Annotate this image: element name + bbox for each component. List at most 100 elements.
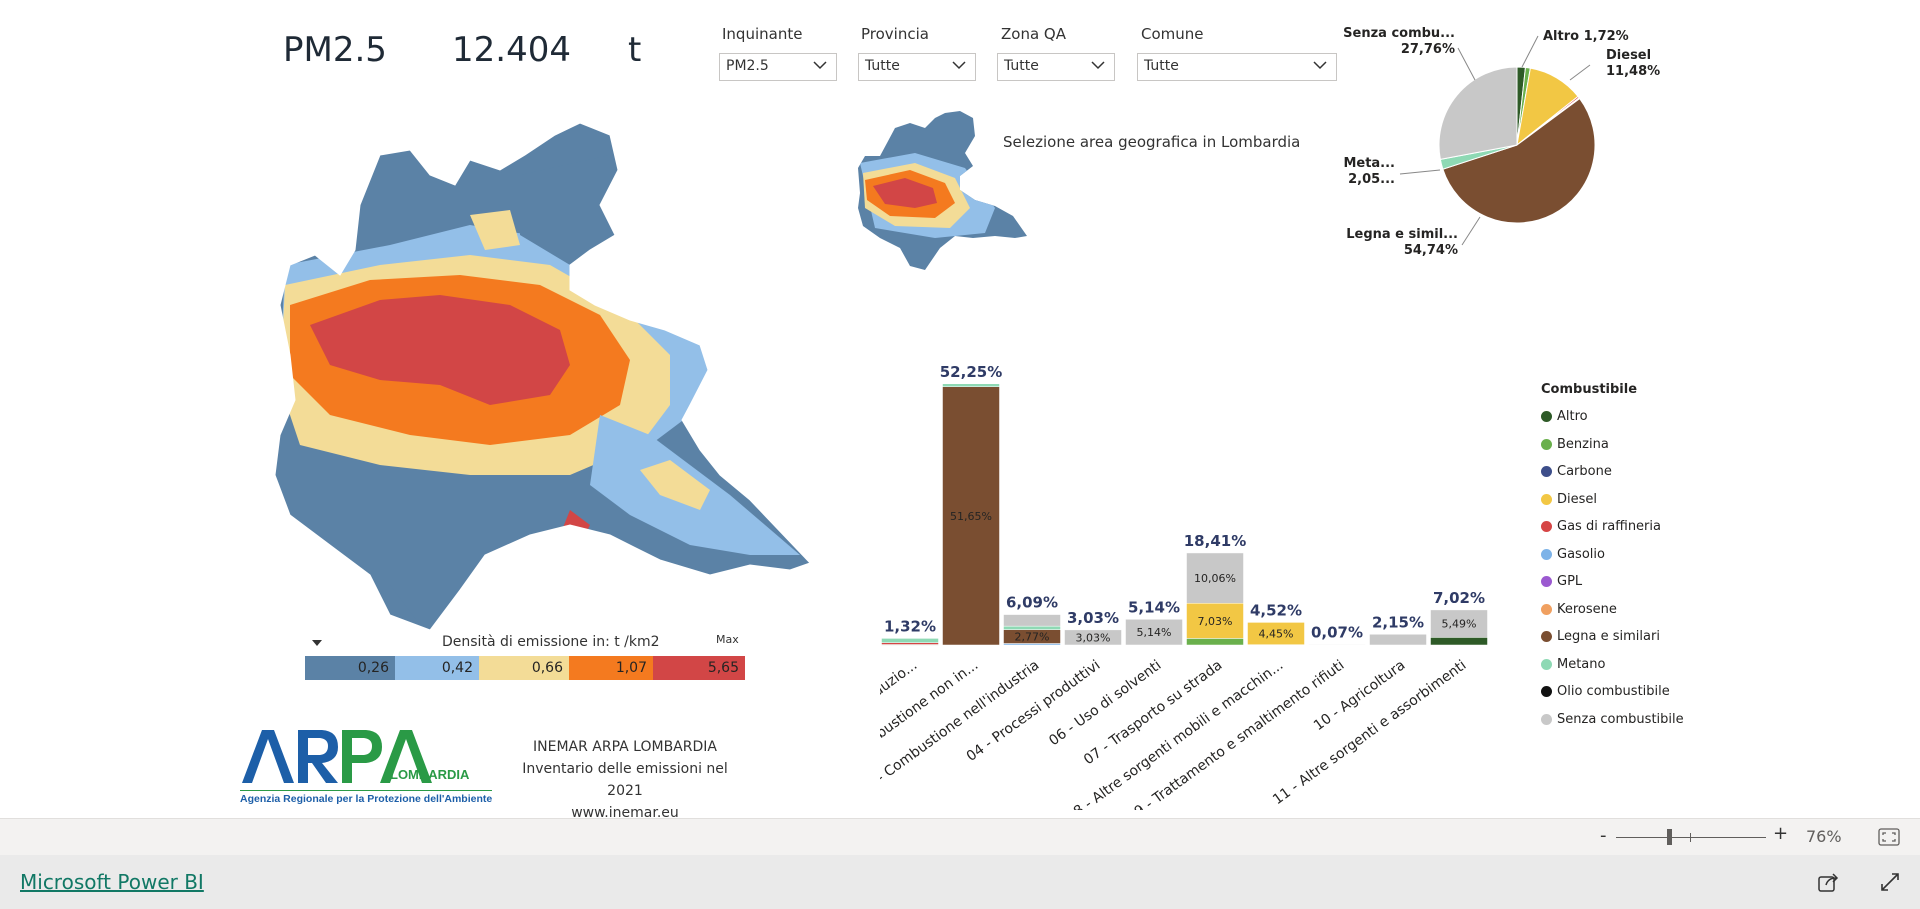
- legend-label: Senza combustibile: [1557, 711, 1684, 727]
- bar-segment[interactable]: [881, 642, 939, 645]
- legend-label: GPL: [1557, 574, 1583, 590]
- legend-swatch: [1541, 658, 1552, 670]
- legend-item[interactable]: Legna e similari: [1541, 623, 1701, 651]
- slicer-provincia[interactable]: Tutte: [858, 53, 976, 81]
- legend-item[interactable]: Gasolio: [1541, 541, 1701, 569]
- bar-segment[interactable]: [1186, 603, 1244, 639]
- zoom-bar: - + 76%: [0, 818, 1920, 856]
- bar-segment[interactable]: [1186, 638, 1244, 646]
- bar-segment[interactable]: [1003, 614, 1061, 627]
- legend-item[interactable]: Kerosene: [1541, 596, 1701, 624]
- bar-total-label: 4,52%: [1250, 601, 1302, 619]
- legend-swatch: [1541, 411, 1552, 423]
- legend-swatch: [1541, 493, 1552, 505]
- legend-swatch: [1541, 713, 1552, 725]
- slicer-label-zona-qa: Zona QA: [1001, 25, 1066, 43]
- legend-item[interactable]: Carbone: [1541, 458, 1701, 486]
- zoom-level: 76%: [1806, 827, 1842, 846]
- slicer-inquinante[interactable]: PM2.5: [719, 53, 837, 81]
- legend-label: Metano: [1557, 656, 1606, 672]
- legend-item[interactable]: GPL: [1541, 568, 1701, 596]
- pie-leader-line: [1399, 169, 1441, 175]
- chevron-down-icon: [1313, 61, 1327, 70]
- fullscreen-icon[interactable]: [1880, 872, 1900, 892]
- share-icon[interactable]: [1818, 872, 1840, 892]
- bar-segment[interactable]: [1003, 625, 1061, 630]
- legend-swatch: [1541, 438, 1552, 450]
- bar-segment[interactable]: [1125, 619, 1183, 646]
- legend-item[interactable]: Altro: [1541, 403, 1701, 431]
- pie-leader-line: [1457, 47, 1476, 81]
- bar-segment[interactable]: [942, 386, 1000, 646]
- area-selector-map[interactable]: [855, 108, 1030, 273]
- bar-segment[interactable]: [881, 638, 939, 643]
- pie-label-name: Senza combu...: [1343, 26, 1455, 41]
- zoom-out-button[interactable]: -: [1600, 825, 1607, 846]
- bar-segment[interactable]: [1430, 609, 1488, 638]
- bar-segment[interactable]: [1308, 644, 1366, 646]
- branding-line3: www.inemar.eu: [571, 805, 679, 821]
- bar-segment[interactable]: [1186, 552, 1244, 604]
- colorbar: 0,26 0,42 0,66 1,07 5,65: [305, 656, 745, 680]
- slicer-comune[interactable]: Tutte: [1137, 53, 1337, 81]
- legend-item[interactable]: Senza combustibile: [1541, 706, 1701, 734]
- legend-item[interactable]: Diesel: [1541, 486, 1701, 514]
- arpa-logo-sub: LOMBARDIA: [390, 767, 470, 782]
- legend-item[interactable]: Gas di raffineria: [1541, 513, 1701, 541]
- bar-segment[interactable]: [1369, 634, 1427, 646]
- bar-segment[interactable]: [1064, 629, 1122, 646]
- legend-label: Altro: [1557, 409, 1588, 425]
- zoom-slider-tick: [1690, 833, 1691, 842]
- zoom-slider-handle[interactable]: [1667, 829, 1672, 845]
- sort-arrow-icon[interactable]: [312, 640, 322, 646]
- colorbar-cell: 0,26: [305, 656, 395, 680]
- legend-item[interactable]: Olio combustibile: [1541, 678, 1701, 706]
- fit-to-page-icon[interactable]: [1878, 828, 1900, 846]
- bar-segment[interactable]: [942, 383, 1000, 387]
- legend-item[interactable]: Metano: [1541, 651, 1701, 679]
- pie-label-name: Legna e simil...: [1346, 227, 1458, 242]
- arpa-logo-caption: Agenzia Regionale per la Protezione dell…: [240, 790, 493, 805]
- legend-label: Carbone: [1557, 464, 1612, 480]
- colorbar-cell: 1,07: [569, 656, 653, 680]
- slicer-label-comune: Comune: [1141, 25, 1204, 43]
- pie-label-name: Meta...: [1343, 156, 1395, 171]
- zoom-slider-track[interactable]: [1616, 837, 1766, 838]
- kpi-unit: t: [628, 30, 642, 70]
- slicer-value: PM2.5: [726, 58, 769, 74]
- category-tick-label: 09 - Trattamento e smaltimento rifiuti: [1124, 657, 1347, 810]
- bar-total-label: 18,41%: [1184, 532, 1246, 550]
- branding-line2: Inventario delle emissioni nel 2021: [522, 761, 728, 799]
- legend-label: Olio combustibile: [1557, 684, 1670, 700]
- pie-label-value: 27,76%: [1401, 42, 1455, 57]
- legend-label: Gas di raffineria: [1557, 519, 1661, 535]
- pie-slice[interactable]: [1442, 97, 1596, 224]
- segment-data-label: 10,06%: [1194, 572, 1236, 585]
- map-selector-label: Selezione area geografica in Lombardia: [1003, 133, 1301, 151]
- colorbar-cell: 5,65: [653, 656, 745, 680]
- slicer-value: Tutte: [1004, 58, 1039, 74]
- colorbar-title: Densità di emissione in: t /km2: [442, 634, 660, 650]
- arpa-logo: LOMBARDIA Agenzia Regionale per la Prote…: [240, 725, 493, 810]
- legend-item[interactable]: Benzina: [1541, 431, 1701, 459]
- bar-segment[interactable]: [1247, 622, 1305, 645]
- legend-items: Altro Benzina Carbone Diesel Gas di raffiner…: [1541, 403, 1701, 733]
- bar-total-label: 7,02%: [1433, 589, 1485, 607]
- colorbar-cell: 0,42: [395, 656, 479, 680]
- zoom-in-button[interactable]: +: [1773, 823, 1789, 844]
- bar-total-label: 52,25%: [940, 363, 1002, 381]
- slicer-label-inquinante: Inquinante: [722, 25, 803, 43]
- legend-swatch: [1541, 603, 1552, 615]
- sector-stacked-bar-chart[interactable]: 1,32%01 - Produzio...52,25%02 - Combusti…: [880, 295, 1540, 810]
- pie-slice[interactable]: [1438, 66, 1518, 160]
- branding-text: INEMAR ARPA LOMBARDIA Inventario delle e…: [510, 736, 740, 824]
- segment-data-label: 5,14%: [1137, 626, 1172, 639]
- legend-label: Legna e similari: [1557, 629, 1660, 645]
- slicer-zona-qa[interactable]: Tutte: [997, 53, 1115, 81]
- lombardy-emission-map[interactable]: [270, 115, 820, 635]
- powerbi-link[interactable]: Microsoft Power BI: [20, 870, 204, 894]
- bar-segment[interactable]: [1430, 637, 1488, 646]
- bar-total-label: 6,09%: [1006, 594, 1058, 612]
- chevron-down-icon: [813, 61, 827, 70]
